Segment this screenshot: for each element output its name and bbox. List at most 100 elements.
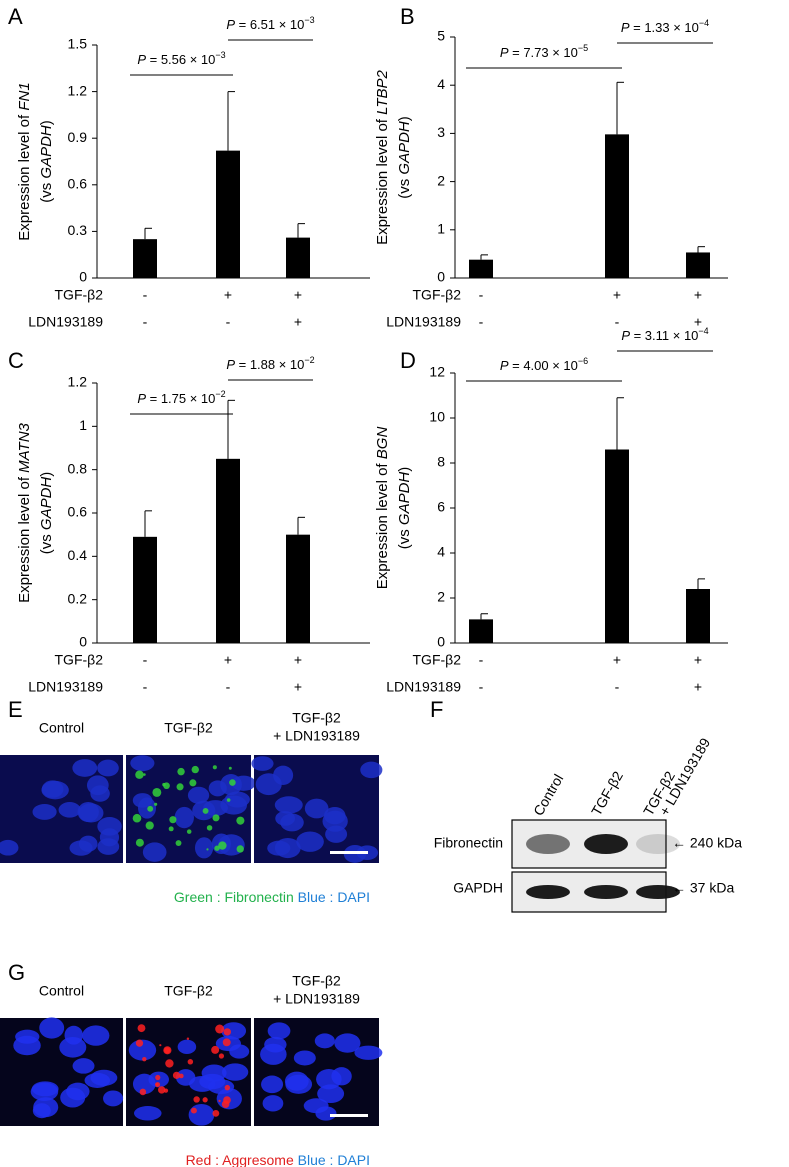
condition-value: - bbox=[143, 652, 148, 668]
panel-label: G bbox=[8, 960, 25, 985]
column-label: Control bbox=[39, 720, 84, 736]
bar bbox=[216, 150, 240, 278]
nucleus bbox=[69, 840, 93, 856]
y-axis-label-text: ) bbox=[38, 120, 55, 125]
row-label: Fibronectin bbox=[434, 835, 503, 851]
gene-name: MATN3 bbox=[16, 422, 33, 472]
condition-name: TGF-β2 bbox=[55, 287, 104, 303]
p-value: P = 6.51 × 10−3 bbox=[226, 15, 314, 32]
y-axis-label-text: Expression level of bbox=[16, 476, 33, 603]
stain bbox=[223, 1028, 231, 1036]
p-exponent: −6 bbox=[578, 356, 588, 366]
stain bbox=[211, 1045, 220, 1054]
nucleus bbox=[39, 1017, 65, 1039]
bar bbox=[605, 449, 629, 643]
stain bbox=[155, 1074, 161, 1081]
reference-gene: GAPDH bbox=[396, 121, 413, 175]
caption-part: Blue : DAPI bbox=[298, 889, 370, 905]
condition-name: TGF-β2 bbox=[413, 287, 462, 303]
reference-gene: GAPDH bbox=[396, 472, 413, 526]
stain bbox=[206, 848, 209, 851]
condition-value: - bbox=[615, 314, 620, 330]
panel-label: D bbox=[400, 348, 416, 373]
y-tick-label: 0.2 bbox=[68, 590, 88, 606]
nucleus bbox=[317, 1084, 345, 1104]
stain bbox=[212, 814, 220, 822]
reference-gene: GAPDH bbox=[38, 477, 55, 531]
y-tick-label: 0.6 bbox=[68, 504, 88, 520]
stain bbox=[212, 1109, 220, 1117]
stain bbox=[186, 1037, 190, 1040]
stain bbox=[172, 1071, 181, 1079]
bar bbox=[133, 239, 157, 278]
stain bbox=[135, 1039, 144, 1047]
nucleus bbox=[315, 1106, 337, 1121]
stain bbox=[163, 782, 170, 790]
stain bbox=[202, 1097, 208, 1103]
p-exponent: −4 bbox=[698, 326, 708, 336]
nucleus bbox=[224, 791, 250, 808]
bar bbox=[686, 589, 710, 643]
bar bbox=[216, 458, 240, 643]
stain bbox=[152, 787, 162, 797]
y-axis-label-text: (vs bbox=[38, 183, 55, 203]
p-text: = 7.73 × 10 bbox=[509, 45, 578, 60]
y-axis-label: (vs GAPDH) bbox=[38, 472, 55, 555]
p-text: = 1.33 × 10 bbox=[630, 20, 699, 35]
y-axis-label-text: (vs bbox=[396, 529, 413, 549]
nucleus bbox=[60, 1087, 86, 1108]
condition-name: TGF-β2 bbox=[413, 652, 462, 668]
stain bbox=[218, 841, 227, 850]
stain bbox=[176, 783, 184, 791]
p-value: P = 3.11 × 10−4 bbox=[621, 326, 708, 343]
caption: Red : Aggresome Blue : DAPI bbox=[186, 1152, 370, 1167]
nucleus bbox=[262, 1095, 284, 1112]
p-text: = 3.11 × 10 bbox=[630, 328, 698, 343]
nucleus bbox=[78, 803, 104, 823]
condition-value: + bbox=[224, 287, 232, 303]
column-label: TGF-β2 bbox=[292, 973, 341, 989]
nucleus bbox=[97, 817, 122, 836]
gene-name: LTBP2 bbox=[374, 69, 391, 114]
stain bbox=[142, 1056, 147, 1062]
stain bbox=[221, 1100, 230, 1109]
y-axis-label-text: Expression level of bbox=[374, 463, 391, 590]
nucleus bbox=[32, 803, 57, 820]
condition-value: + bbox=[694, 287, 702, 303]
y-tick-label: 0 bbox=[79, 634, 87, 650]
stain bbox=[168, 826, 174, 832]
nucleus bbox=[97, 759, 119, 777]
condition-value: + bbox=[694, 679, 702, 695]
p-text: = 1.88 × 10 bbox=[235, 357, 304, 372]
bar bbox=[469, 619, 493, 643]
bar bbox=[286, 534, 310, 643]
y-tick-label: 3 bbox=[437, 124, 445, 140]
scale-bar bbox=[330, 1114, 368, 1117]
stain bbox=[135, 770, 144, 779]
panel-label: C bbox=[8, 348, 24, 373]
stain bbox=[147, 805, 154, 812]
stain bbox=[135, 838, 144, 847]
nucleus bbox=[134, 1106, 162, 1121]
stain bbox=[154, 802, 158, 806]
bar bbox=[605, 134, 629, 278]
y-axis-label-text: ) bbox=[38, 472, 55, 477]
nucleus bbox=[90, 785, 110, 802]
y-tick-label: 0.6 bbox=[68, 176, 88, 192]
p-label: P bbox=[226, 357, 235, 372]
condition-value: - bbox=[615, 679, 620, 695]
condition-value: + bbox=[294, 679, 302, 695]
nucleus bbox=[84, 1072, 111, 1088]
condition-value: - bbox=[226, 679, 231, 695]
nucleus bbox=[72, 1058, 95, 1074]
nucleus bbox=[188, 1103, 215, 1126]
p-exponent: −3 bbox=[304, 15, 314, 25]
band bbox=[636, 834, 680, 854]
panel-label: F bbox=[430, 697, 443, 722]
nucleus bbox=[72, 759, 98, 777]
condition-value: - bbox=[143, 314, 148, 330]
nucleus bbox=[255, 773, 282, 796]
y-tick-label: 0 bbox=[437, 634, 445, 650]
stain bbox=[143, 773, 146, 776]
y-tick-label: 1.5 bbox=[68, 36, 88, 52]
